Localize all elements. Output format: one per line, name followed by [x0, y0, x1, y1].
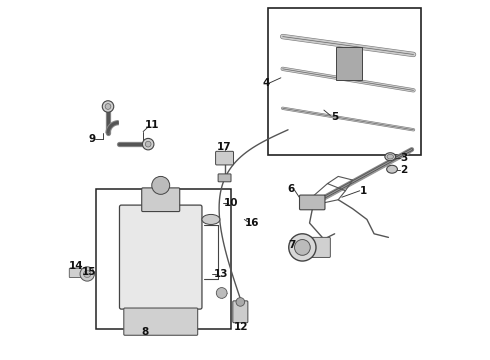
- Text: 6: 6: [287, 184, 294, 194]
- Ellipse shape: [202, 215, 220, 225]
- Text: 10: 10: [224, 198, 239, 208]
- Circle shape: [80, 267, 95, 281]
- Circle shape: [289, 234, 316, 261]
- Text: 12: 12: [234, 323, 248, 332]
- Bar: [96, 189, 231, 329]
- Text: 2: 2: [400, 165, 407, 175]
- Circle shape: [236, 298, 245, 306]
- Text: 13: 13: [213, 269, 228, 279]
- FancyBboxPatch shape: [216, 151, 234, 165]
- FancyBboxPatch shape: [142, 188, 180, 212]
- Circle shape: [105, 104, 111, 109]
- Circle shape: [152, 176, 170, 194]
- Text: 1: 1: [360, 186, 367, 196]
- FancyBboxPatch shape: [233, 301, 248, 323]
- FancyBboxPatch shape: [120, 205, 202, 309]
- Polygon shape: [337, 47, 362, 80]
- Ellipse shape: [385, 153, 395, 161]
- Circle shape: [143, 138, 154, 150]
- Text: 7: 7: [288, 240, 295, 250]
- FancyBboxPatch shape: [69, 268, 81, 278]
- Text: 15: 15: [82, 267, 96, 277]
- Text: 4: 4: [262, 78, 270, 88]
- Circle shape: [84, 270, 91, 278]
- Text: 8: 8: [141, 327, 148, 337]
- Circle shape: [294, 239, 310, 255]
- FancyBboxPatch shape: [218, 174, 231, 182]
- Ellipse shape: [387, 165, 397, 173]
- Text: 5: 5: [331, 112, 338, 122]
- Text: 9: 9: [89, 134, 96, 144]
- FancyBboxPatch shape: [309, 237, 330, 257]
- Circle shape: [102, 101, 114, 112]
- FancyBboxPatch shape: [124, 308, 197, 335]
- Text: 17: 17: [217, 142, 232, 152]
- Ellipse shape: [387, 154, 393, 159]
- Text: 16: 16: [245, 218, 259, 228]
- Text: 11: 11: [145, 120, 160, 130]
- FancyBboxPatch shape: [299, 195, 325, 210]
- Text: 3: 3: [400, 153, 407, 163]
- Circle shape: [146, 141, 151, 147]
- Text: 14: 14: [69, 261, 83, 271]
- Bar: [269, 8, 421, 155]
- Circle shape: [216, 288, 227, 298]
